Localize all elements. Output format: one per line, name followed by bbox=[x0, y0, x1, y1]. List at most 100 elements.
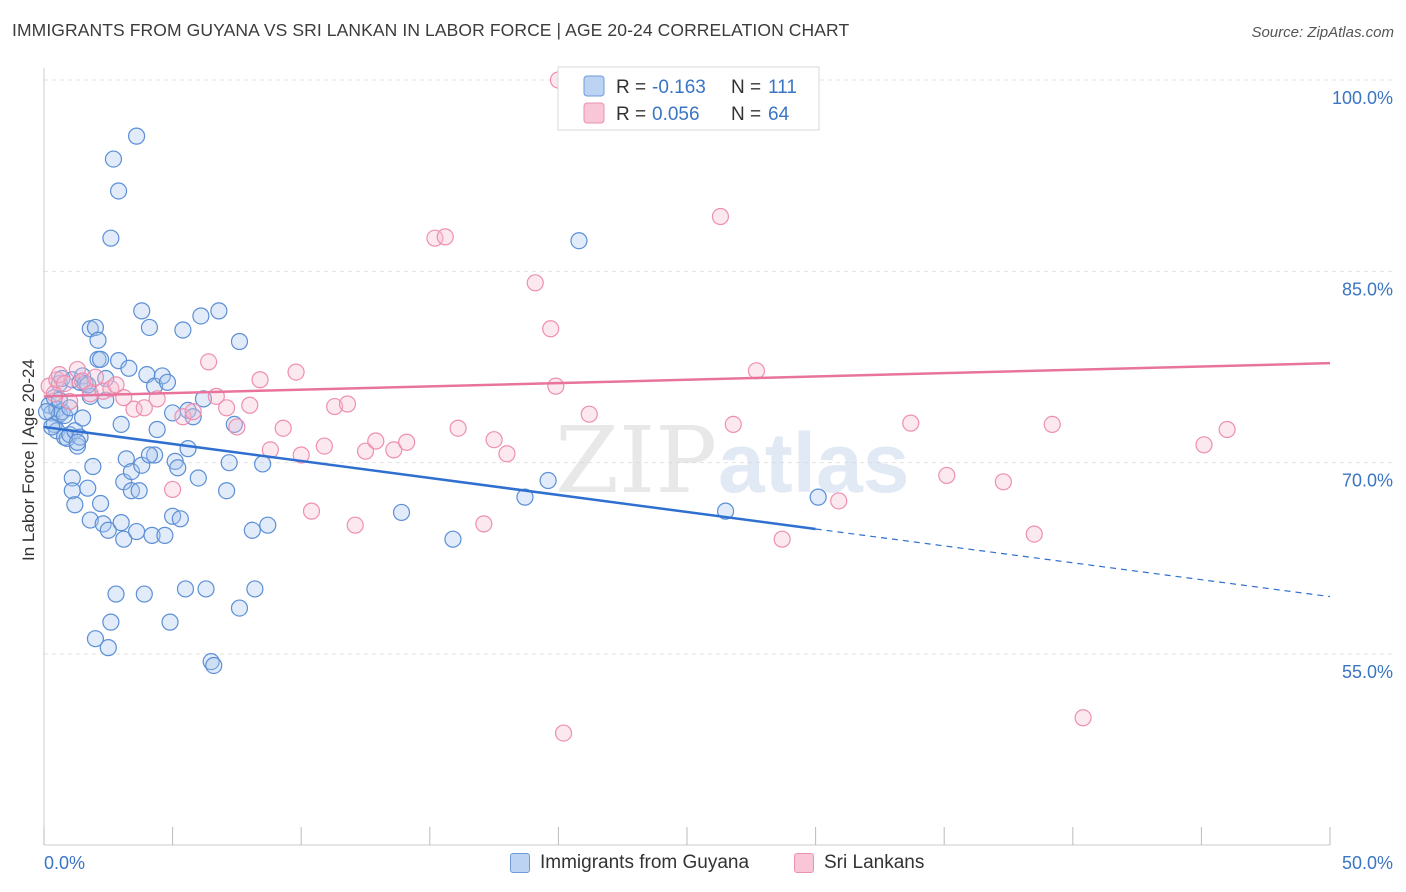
guyana-point-109 bbox=[189, 469, 207, 487]
y-tick-label-3: 100.0% bbox=[1332, 88, 1393, 108]
srilankan-point-30 bbox=[302, 502, 321, 520]
guyana-point-32 bbox=[89, 331, 107, 349]
x-tick-label-1: 50.0% bbox=[1342, 853, 1393, 873]
axes bbox=[43, 68, 1331, 846]
srilankan-point-54 bbox=[830, 492, 848, 510]
srilankan-point-15 bbox=[135, 399, 153, 417]
guyana-point-43 bbox=[107, 585, 125, 603]
legend-item-srilankans[interactable]: Sri Lankans bbox=[794, 852, 924, 874]
legend-label-guyana: Immigrants from Guyana bbox=[540, 852, 750, 873]
guyana-point-44 bbox=[109, 182, 128, 200]
legend-n-value-2: 64 bbox=[768, 104, 790, 125]
srilankan-point-27 bbox=[274, 419, 292, 437]
x-tick-labels: 0.0% 50.0% bbox=[44, 853, 1393, 873]
legend-swatch-blue bbox=[583, 75, 605, 97]
legend-swatch-guyana bbox=[510, 853, 530, 873]
guyana-point-48 bbox=[115, 530, 133, 548]
srilankan-point-42 bbox=[475, 515, 493, 533]
watermark-zip: ZIP bbox=[555, 407, 717, 514]
legend-r-label-2: R = bbox=[616, 104, 646, 125]
srilankan-point-32 bbox=[326, 397, 344, 416]
guyana-point-55 bbox=[130, 482, 148, 500]
guyana-point-84 bbox=[220, 454, 238, 472]
series-srilankan-points bbox=[40, 71, 1236, 742]
srilankan-point-28 bbox=[287, 363, 305, 381]
legend-swatch-srilankans bbox=[794, 853, 814, 873]
srilankan-point-20 bbox=[200, 353, 218, 371]
srilankan-point-45 bbox=[526, 274, 544, 292]
srilankan-point-19 bbox=[184, 403, 202, 421]
guyana-point-66 bbox=[156, 526, 174, 544]
guyana-point-52 bbox=[122, 462, 141, 481]
guyana-point-34 bbox=[91, 494, 110, 513]
srilankan-point-12 bbox=[107, 376, 125, 394]
guyana-point-42 bbox=[104, 150, 123, 168]
srilankan-point-23 bbox=[228, 418, 246, 436]
guyana-point-53 bbox=[127, 127, 146, 145]
srilankan-point-41 bbox=[449, 419, 467, 437]
y-tick-label-0: 55.0% bbox=[1342, 662, 1393, 682]
guyana-point-60 bbox=[140, 318, 159, 337]
guyana-point-75 bbox=[179, 440, 197, 458]
legend-swatch-pink bbox=[583, 102, 605, 124]
guyana-point-106 bbox=[140, 446, 159, 464]
bottom-legend: Immigrants from Guyana Sri Lankans bbox=[0, 848, 1406, 880]
guyana-point-93 bbox=[516, 488, 534, 506]
srilankan-point-46 bbox=[542, 320, 560, 338]
guyana-point-110 bbox=[225, 415, 243, 433]
guyana-point-39 bbox=[99, 639, 117, 657]
trend-line-guyana bbox=[43, 425, 816, 531]
guyana-point-95 bbox=[570, 232, 588, 250]
srilankan-point-38 bbox=[398, 433, 416, 451]
guyana-point-23 bbox=[73, 409, 92, 427]
guyana-point-94 bbox=[539, 471, 557, 490]
guyana-point-64 bbox=[148, 420, 166, 439]
y-tick-label-1: 70.0% bbox=[1342, 471, 1393, 491]
guyana-point-97 bbox=[809, 488, 827, 506]
srilankan-point-9 bbox=[86, 368, 105, 386]
srilankan-point-57 bbox=[994, 473, 1012, 491]
srilankan-point-62 bbox=[1218, 420, 1236, 439]
srilankan-point-5 bbox=[61, 392, 79, 411]
trend-lines bbox=[43, 361, 1331, 598]
trend-line-guyana-extension bbox=[815, 528, 1331, 598]
srilankan-point-60 bbox=[1074, 709, 1092, 727]
srilankan-point-48 bbox=[554, 724, 573, 742]
guyana-point-68 bbox=[161, 613, 179, 631]
guyana-point-50 bbox=[120, 359, 138, 377]
guyana-point-104 bbox=[91, 350, 110, 368]
srilankan-point-17 bbox=[164, 480, 182, 499]
srilankan-point-56 bbox=[938, 466, 956, 485]
guyana-point-90 bbox=[259, 516, 277, 534]
srilankan-point-25 bbox=[251, 371, 269, 389]
guyana-point-63 bbox=[145, 446, 164, 464]
srilankan-point-47 bbox=[547, 377, 565, 395]
guyana-point-25 bbox=[79, 479, 97, 497]
guyana-point-57 bbox=[133, 302, 151, 320]
guyana-point-38 bbox=[99, 521, 117, 539]
srilankan-point-31 bbox=[315, 437, 333, 455]
correlation-legend: R = -0.163 N = 111 R = 0.056 N = 64 bbox=[557, 66, 820, 131]
srilankan-point-40 bbox=[436, 228, 454, 246]
srilankan-point-44 bbox=[498, 445, 516, 463]
srilankan-point-50 bbox=[711, 207, 730, 226]
srilankan-point-1 bbox=[45, 385, 63, 403]
guyana-point-108 bbox=[169, 459, 187, 477]
srilankan-point-53 bbox=[773, 530, 791, 548]
guyana-point-88 bbox=[246, 580, 264, 598]
chart-title: IMMIGRANTS FROM GUYANA VS SRI LANKAN IN … bbox=[12, 20, 850, 40]
legend-item-guyana[interactable]: Immigrants from Guyana bbox=[510, 852, 749, 874]
guyana-point-49 bbox=[117, 450, 135, 468]
srilankan-point-29 bbox=[292, 446, 310, 464]
guyana-point-96 bbox=[716, 502, 735, 520]
guyana-point-105 bbox=[112, 415, 130, 433]
guyana-point-101 bbox=[61, 399, 79, 417]
guyana-point-29 bbox=[84, 457, 102, 476]
guyana-point-61 bbox=[143, 526, 161, 544]
guyana-point-72 bbox=[174, 321, 192, 339]
srilankan-point-43 bbox=[485, 431, 503, 449]
srilankan-point-7 bbox=[73, 372, 92, 390]
guyana-point-31 bbox=[86, 630, 105, 648]
srilankan-point-58 bbox=[1025, 525, 1043, 543]
